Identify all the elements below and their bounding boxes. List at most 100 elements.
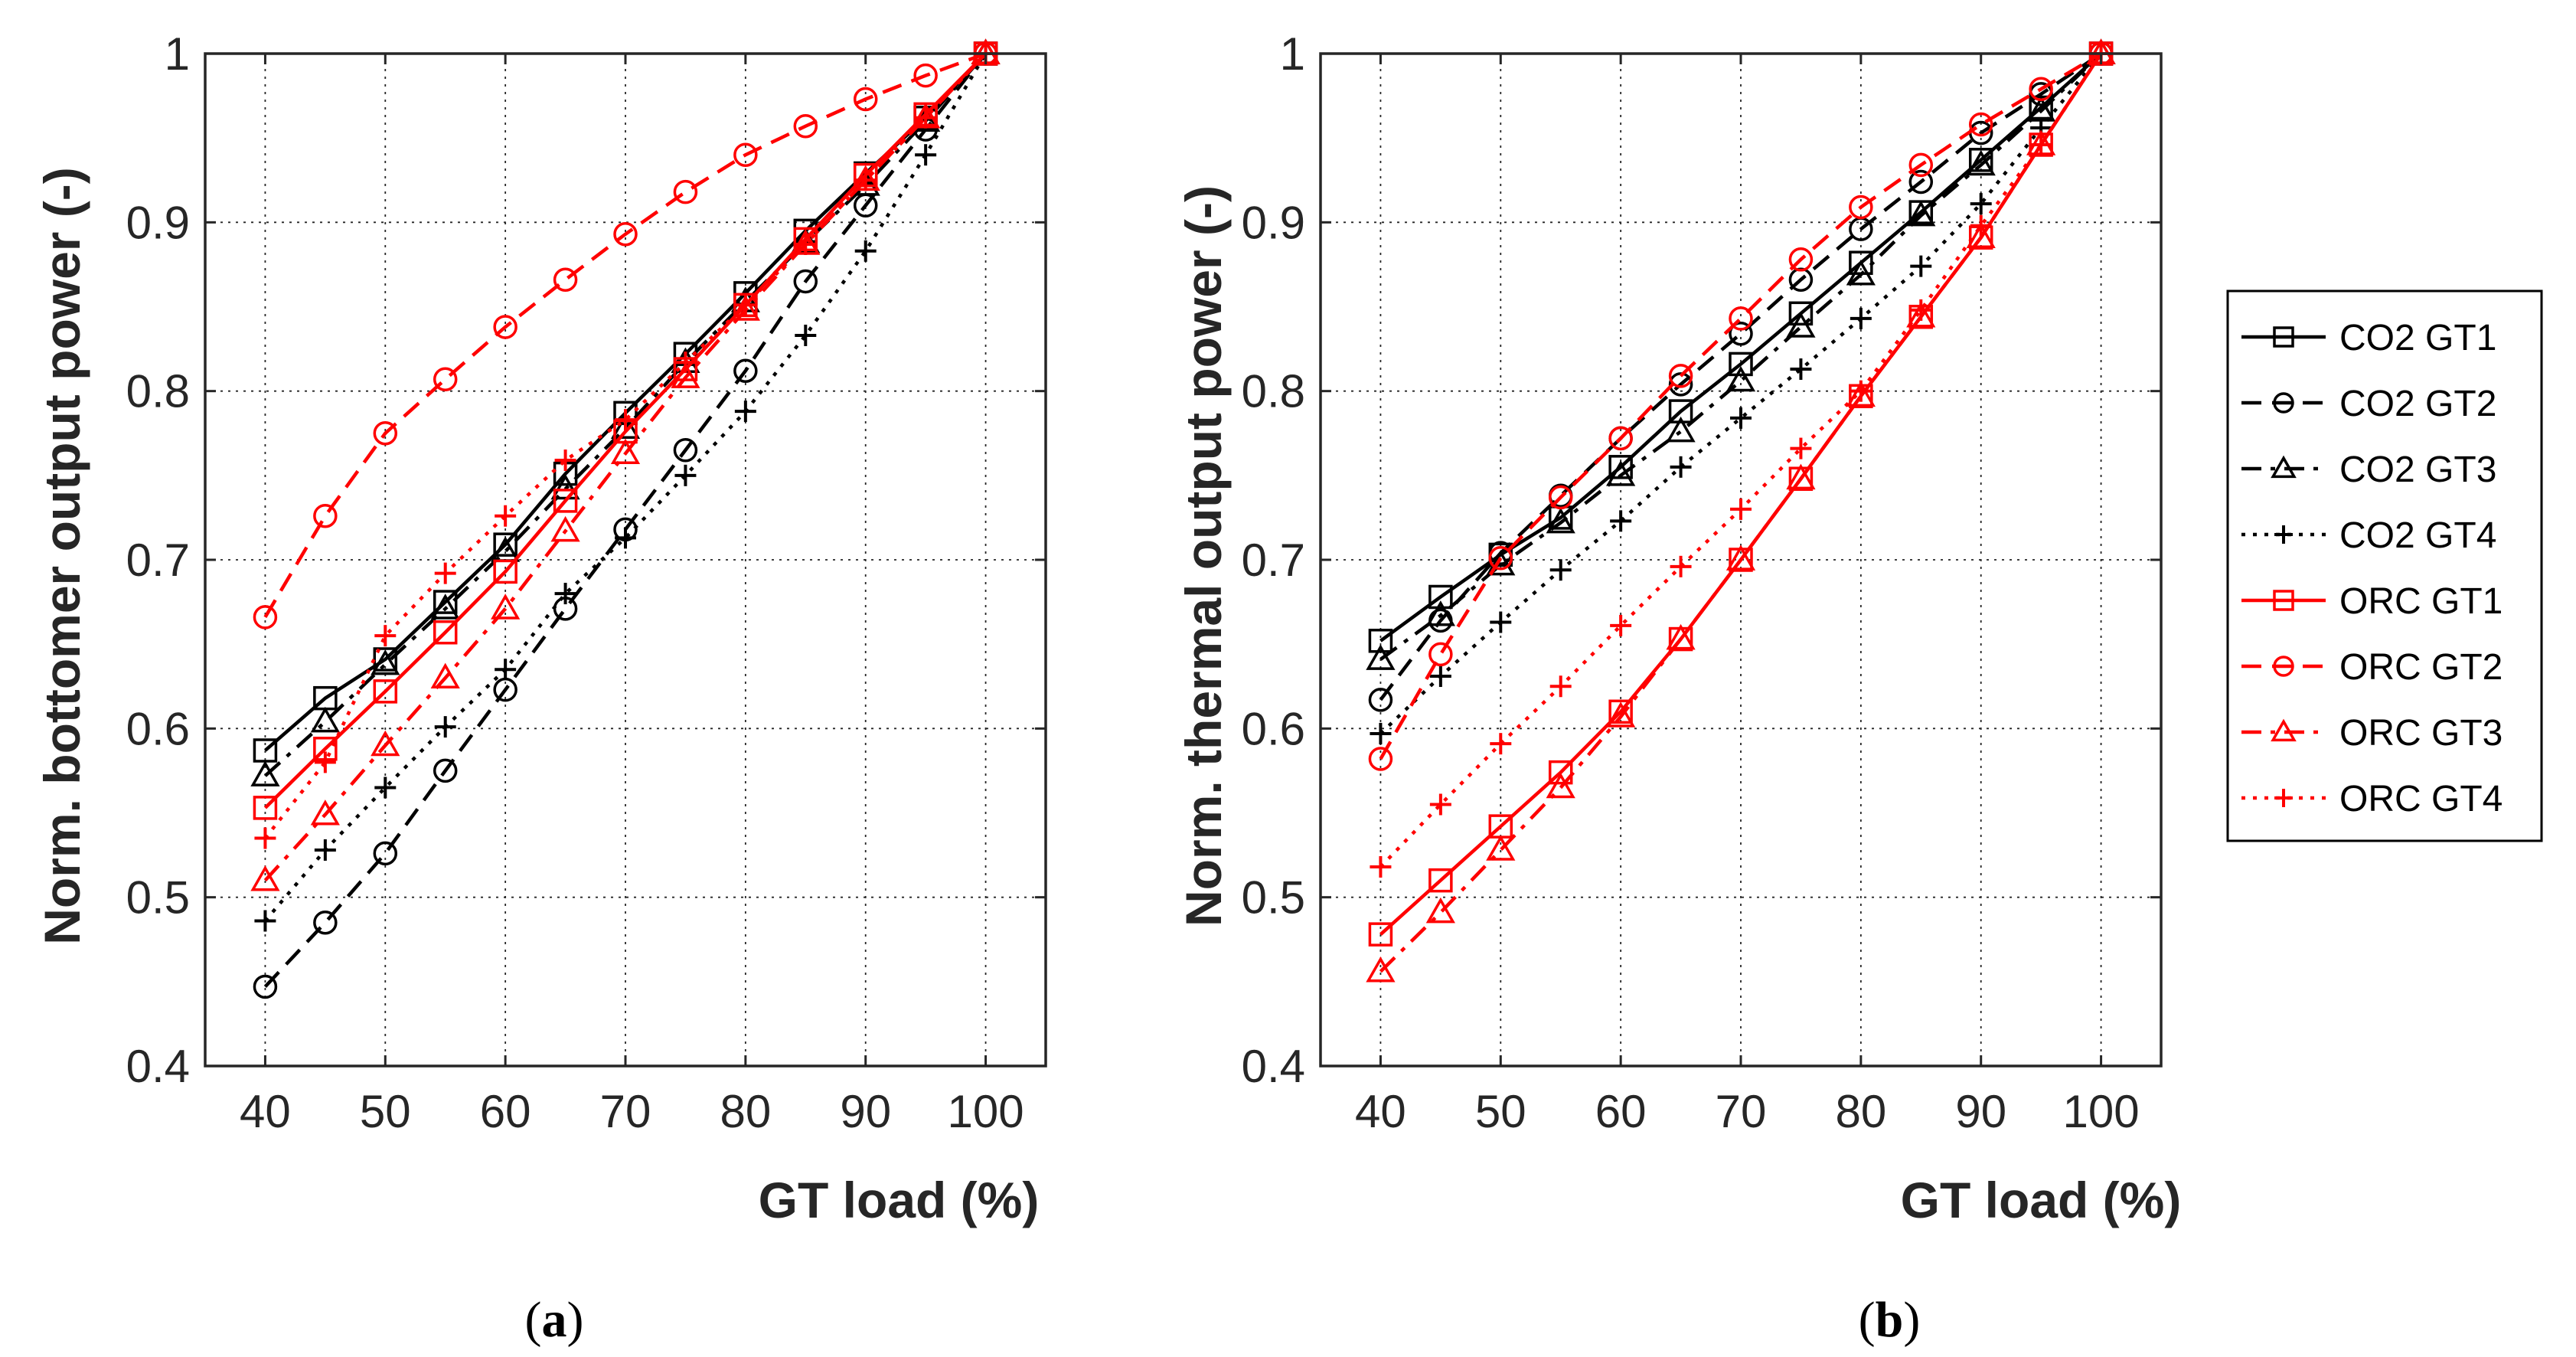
panel-b-x-tick-label: 60 <box>1595 1086 1647 1137</box>
data-point <box>1908 152 1934 178</box>
panel-b-y-tick-label: 0.5 <box>1242 872 1305 924</box>
data-point <box>313 503 338 528</box>
panel-a-x-tick-label: 90 <box>840 1086 891 1137</box>
legend-entry-co2-gt3: CO2 GT3 <box>2241 450 2496 490</box>
data-point <box>495 505 517 527</box>
data-point <box>1790 437 1812 459</box>
data-point <box>1370 856 1392 878</box>
panel-a-x-tick-label: 50 <box>360 1086 411 1137</box>
legend-label: ORC GT1 <box>2339 581 2503 622</box>
legend-marker <box>2273 590 2294 611</box>
data-point <box>1730 407 1752 429</box>
data-point <box>1725 365 1756 392</box>
data-point <box>1910 255 1932 277</box>
data-point <box>733 358 758 383</box>
legend-label: CO2 GT1 <box>2339 318 2496 358</box>
panel-b-thermal-output-power-chart: GT load (%) Norm. thermal output power (… <box>1175 28 2181 1228</box>
data-point <box>795 233 817 255</box>
panel-b-y-tick-label: 0.8 <box>1242 366 1305 417</box>
data-point <box>1366 956 1396 983</box>
data-point <box>1666 623 1696 650</box>
legend-entry-co2-gt4: CO2 GT4 <box>2241 515 2496 556</box>
legend-label: CO2 GT3 <box>2339 450 2496 490</box>
panel-a-y-tick-label: 0.5 <box>126 872 190 924</box>
data-point <box>793 269 818 294</box>
data-point <box>1546 772 1575 799</box>
data-point <box>1670 555 1692 577</box>
data-point <box>1486 549 1516 576</box>
data-point <box>493 315 517 339</box>
data-point <box>1788 247 1814 272</box>
data-point <box>1548 485 1573 510</box>
data-point <box>795 324 817 346</box>
data-point <box>433 590 458 614</box>
data-point <box>1968 148 1993 172</box>
data-point <box>1966 222 1996 248</box>
data-point <box>1849 195 1873 220</box>
panel-a-y-tick-label: 1 <box>165 28 190 80</box>
panel-a-bottomer-output-power-chart: GT load (%) Norm. bottomer output power … <box>34 28 1047 1228</box>
data-point <box>310 799 340 826</box>
panel-b-y-tick-label: 0.7 <box>1242 535 1305 586</box>
data-point <box>854 169 877 191</box>
panel-b-series-orc-gt2 <box>1368 41 2114 771</box>
data-point <box>310 706 340 733</box>
caption-a-open: ( <box>525 1292 542 1348</box>
data-point <box>1730 498 1752 520</box>
data-point <box>1486 835 1516 861</box>
data-point <box>1546 507 1575 534</box>
caption-a-letter: a <box>542 1292 567 1348</box>
caption-a-close: ) <box>567 1292 584 1348</box>
data-point <box>915 144 937 166</box>
data-point <box>373 841 398 866</box>
legend: CO2 GT1 CO2 GT2 CO2 GT3 CO2 GT4 ORC GT1 ORC G… <box>2226 289 2543 842</box>
panel-a-x-tick-label: 100 <box>948 1086 1024 1137</box>
data-point <box>1850 307 1872 329</box>
data-point <box>1428 642 1453 667</box>
caption-b-letter: b <box>1876 1292 1904 1348</box>
data-point <box>1970 193 1992 215</box>
data-point <box>610 438 641 465</box>
data-point <box>491 593 521 620</box>
data-point <box>374 625 397 647</box>
data-point <box>1970 214 1992 237</box>
data-point <box>434 716 456 738</box>
data-point <box>1368 688 1393 712</box>
data-point <box>550 515 580 542</box>
data-point <box>1906 302 1936 328</box>
data-point <box>1729 352 1753 377</box>
data-point <box>915 106 937 129</box>
data-point <box>373 679 398 704</box>
data-point <box>493 559 517 584</box>
data-point <box>1790 358 1812 381</box>
data-point <box>733 142 758 167</box>
caption-a: (a) <box>525 1292 584 1348</box>
panel-a-x-tick-label: 40 <box>240 1086 291 1137</box>
data-point <box>1610 510 1632 532</box>
data-point <box>734 401 756 423</box>
data-point <box>433 620 458 645</box>
data-point <box>371 730 400 757</box>
data-point <box>430 662 460 689</box>
panel-b-y-tick-label: 1 <box>1280 28 1305 80</box>
data-point <box>854 240 877 262</box>
data-point <box>1610 614 1632 636</box>
data-point <box>254 910 276 932</box>
caption-b-close: ) <box>1903 1292 1920 1348</box>
panel-a-x-tick-label: 80 <box>720 1086 771 1137</box>
data-point <box>671 362 700 388</box>
data-point <box>253 605 278 629</box>
panel-b-x-tick-label: 90 <box>1955 1086 2006 1137</box>
legend-marker <box>2273 656 2294 677</box>
data-point <box>374 777 397 799</box>
data-point <box>430 593 460 620</box>
data-point <box>1908 169 1934 195</box>
data-point <box>1668 364 1693 388</box>
data-point <box>1729 306 1753 331</box>
data-point <box>553 267 578 292</box>
panel-b-x-tick-label: 50 <box>1475 1086 1526 1137</box>
panel-a-x-axis-label: GT load (%) <box>759 1172 1040 1228</box>
data-point <box>1910 299 1932 321</box>
data-point <box>1425 897 1455 924</box>
data-point <box>1368 922 1393 947</box>
